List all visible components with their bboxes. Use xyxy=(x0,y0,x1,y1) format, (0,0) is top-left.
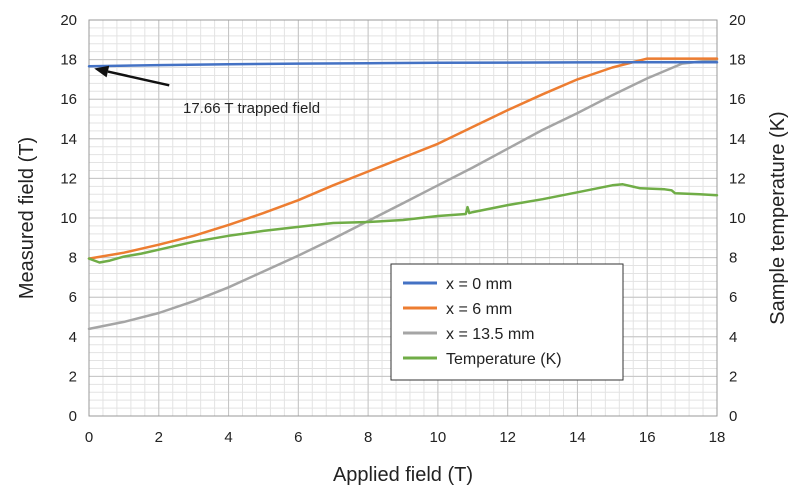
plot-area-border xyxy=(88,19,718,417)
y2-axis-title: Sample temperature (K) xyxy=(767,111,789,324)
x-tick-label: 4 xyxy=(224,429,232,446)
series-line-3 xyxy=(87,58,719,331)
y2-tick-label: 14 xyxy=(729,131,746,148)
y2-tick-label: 4 xyxy=(729,329,737,346)
y-tick-label: 6 xyxy=(69,289,77,306)
y2-tick-label: 12 xyxy=(729,170,746,187)
series-line-4 xyxy=(87,183,719,264)
y-axis-title: Measured field (T) xyxy=(16,137,38,299)
y-tick-label: 10 xyxy=(60,210,77,227)
x-tick-label: 10 xyxy=(430,429,447,446)
legend-label-3: x = 13.5 mm xyxy=(446,326,534,343)
y-tick-label: 4 xyxy=(69,329,77,346)
annotation-text: 17.66 T trapped field xyxy=(183,100,320,117)
y2-tick-label: 16 xyxy=(729,91,746,108)
x-tick-label: 0 xyxy=(85,429,93,446)
y-tick-label: 12 xyxy=(60,170,77,187)
y-tick-label: 16 xyxy=(60,91,77,108)
annotation-arrowhead xyxy=(94,65,110,78)
y2-tick-label: 8 xyxy=(729,250,737,267)
y-tick-label: 14 xyxy=(60,131,77,148)
y2-tick-label: 18 xyxy=(729,52,746,69)
annotation: 17.66 T trapped field xyxy=(94,65,320,117)
y-tick-label: 18 xyxy=(60,52,77,69)
series-line-1 xyxy=(87,60,719,68)
x-tick-label: 12 xyxy=(499,429,516,446)
x-tick-label: 6 xyxy=(294,429,302,446)
y-axis-right: 0 2 4 6 8 10 12 14 16 18 20 xyxy=(729,12,746,425)
y2-tick-label: 6 xyxy=(729,289,737,306)
y-tick-label: 0 xyxy=(69,408,77,425)
y2-tick-label: 0 xyxy=(729,408,737,425)
x-axis-title: Applied field (T) xyxy=(333,464,473,486)
y2-tick-label: 10 xyxy=(729,210,746,227)
y-axis-left: 0 2 4 6 8 10 12 14 16 18 20 xyxy=(60,12,77,425)
legend-label-4: Temperature (K) xyxy=(446,351,562,368)
x-tick-label: 8 xyxy=(364,429,372,446)
x-axis: 0 2 4 6 8 10 12 14 16 18 xyxy=(85,429,726,446)
x-tick-label: 14 xyxy=(569,429,586,446)
legend-label-2: x = 6 mm xyxy=(446,301,512,318)
legend: x = 0 mm x = 6 mm x = 13.5 mm Temperature (… xyxy=(390,263,624,381)
y-tick-label: 2 xyxy=(69,368,77,385)
y-tick-label: 8 xyxy=(69,250,77,267)
series-line-2 xyxy=(87,57,719,260)
legend-label-1: x = 0 mm xyxy=(446,276,512,293)
y-tick-label: 20 xyxy=(60,12,77,29)
y2-tick-label: 20 xyxy=(729,12,746,29)
series-lines xyxy=(87,57,719,331)
y2-tick-label: 2 xyxy=(729,368,737,385)
annotation-arrow xyxy=(107,70,170,87)
x-tick-label: 16 xyxy=(639,429,656,446)
x-tick-label: 2 xyxy=(155,429,163,446)
x-tick-label: 18 xyxy=(709,429,726,446)
